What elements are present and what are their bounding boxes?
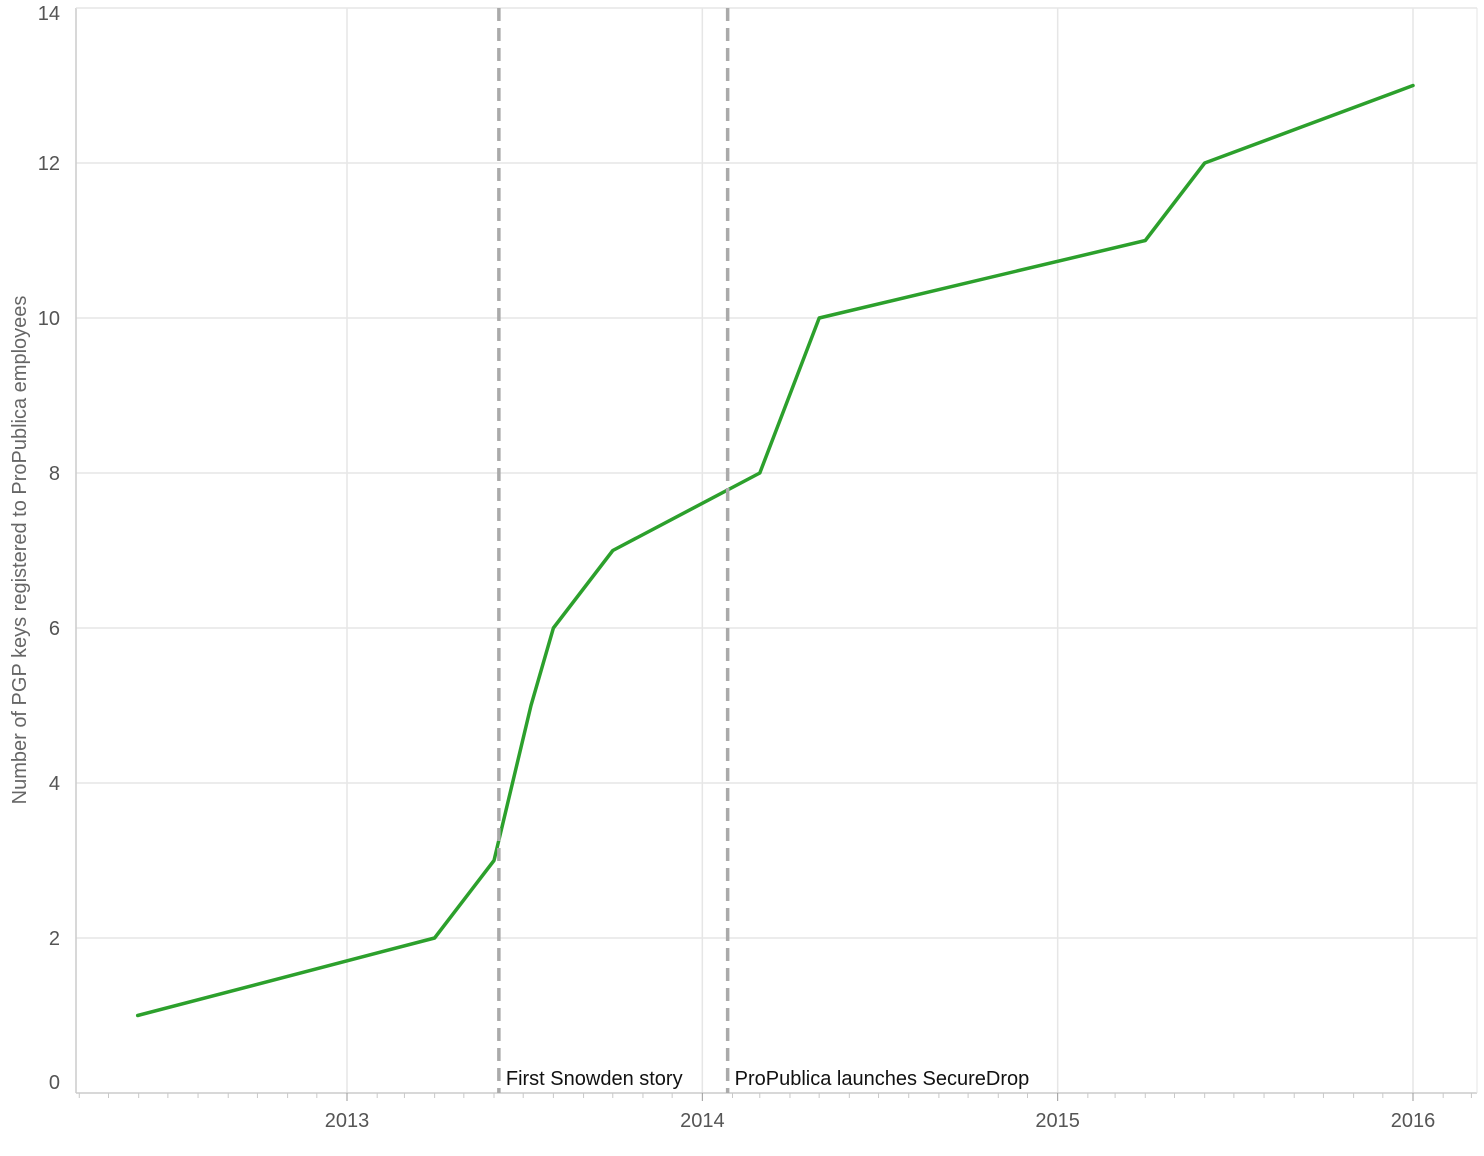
- y-axis-title: Number of PGP keys registered to ProPubl…: [9, 296, 31, 805]
- gridlines: [76, 7, 1477, 1093]
- y-axis: 0 2 4 6 8 10 12 14: [38, 3, 60, 1094]
- x-tick-label: 2013: [325, 1110, 370, 1132]
- plot-frame: [75, 7, 1478, 1094]
- y-tick-label: 6: [49, 618, 60, 640]
- x-axis: 2013 2014 2015 2016: [78, 1093, 1472, 1132]
- series-line: [135, 83, 1415, 1018]
- y-tick-label: 14: [38, 3, 60, 25]
- series-layer: First Snowden story ProPublica launches S…: [135, 8, 1415, 1093]
- y-tick-label: 12: [38, 153, 60, 175]
- annotation-label: First Snowden story: [506, 1068, 683, 1090]
- y-tick-label: 0: [49, 1072, 60, 1094]
- y-tick-label: 8: [49, 463, 60, 485]
- y-tick-label: 4: [49, 773, 60, 795]
- annotation-label: ProPublica launches SecureDrop: [735, 1068, 1030, 1090]
- y-tick-label: 10: [38, 308, 60, 330]
- y-tick-label: 2: [49, 928, 60, 950]
- x-tick-label: 2015: [1035, 1110, 1080, 1132]
- x-tick-label: 2016: [1391, 1110, 1436, 1132]
- x-tick-label: 2014: [680, 1110, 725, 1132]
